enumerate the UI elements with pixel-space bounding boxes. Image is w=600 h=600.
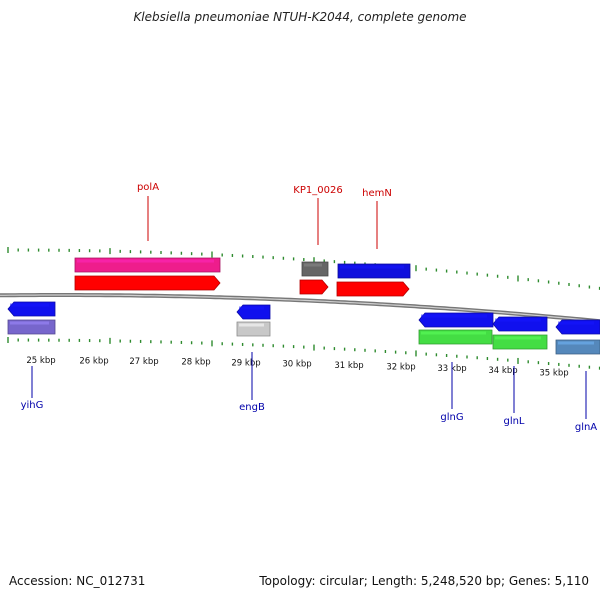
yihG-bottom-bar-shine: [10, 321, 49, 325]
hemN-top-bar-shine: [340, 265, 404, 269]
scale-label: 25 kbp: [26, 356, 55, 366]
gene-label: KP1_0026: [293, 185, 342, 196]
scale-label: 32 kbp: [386, 362, 415, 372]
scale-label: 34 kbp: [488, 366, 517, 376]
glnA-bottom-bar-shine: [558, 341, 594, 345]
scale-label: 27 kbp: [129, 357, 158, 367]
glnG-bottom-bar-shine: [421, 331, 486, 335]
scale-label: 26 kbp: [79, 356, 108, 366]
gene-label: glnG: [440, 412, 463, 423]
gene-label: hemN: [362, 188, 392, 199]
gene-label: yihG: [21, 400, 44, 411]
KP1_0026-top-bar-shine: [304, 263, 322, 267]
polA-top-bar-shine: [77, 259, 214, 263]
glnL-bottom-bar-shine: [495, 336, 541, 340]
glnG-arrow-shine: [421, 314, 487, 318]
gene-label: glnL: [503, 416, 524, 427]
gene-label: engB: [239, 402, 265, 413]
scale-label: 30 kbp: [282, 360, 311, 370]
genome-summary: Topology: circular; Length: 5,248,520 bp…: [259, 574, 589, 588]
polA-arrow-shine: [77, 277, 214, 281]
scale-label: 29 kbp: [231, 358, 260, 368]
scale-label: 28 kbp: [181, 358, 210, 368]
backbone-highlight: [0, 294, 600, 322]
map-title: Klebsiella pneumoniae NTUH-K2044, comple…: [133, 10, 467, 24]
engB-bottom-bar-shine: [239, 323, 264, 327]
glnL-arrow-shine: [495, 318, 541, 322]
scale-label: 35 kbp: [539, 368, 568, 378]
KP1_0026-arrow-shine: [302, 281, 322, 285]
hemN-arrow-shine: [339, 283, 403, 287]
gene-label: glnA: [575, 422, 597, 433]
yihG-arrow-shine: [10, 303, 49, 307]
glnA-arrow-shine: [558, 321, 594, 325]
scale-label: 31 kbp: [334, 361, 363, 371]
engB-arrow-shine: [239, 306, 264, 310]
gene-label: polA: [137, 182, 159, 193]
accession-label: Accession: NC_012731: [9, 574, 146, 588]
